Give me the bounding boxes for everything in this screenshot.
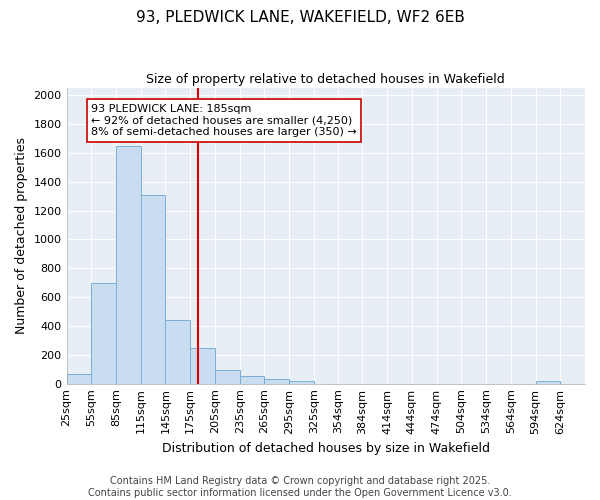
Bar	[536, 381, 560, 384]
Y-axis label: Number of detached properties: Number of detached properties	[15, 138, 28, 334]
Bar	[141, 195, 166, 384]
Bar	[166, 320, 190, 384]
Bar	[215, 370, 239, 384]
Text: Contains HM Land Registry data © Crown copyright and database right 2025.
Contai: Contains HM Land Registry data © Crown c…	[88, 476, 512, 498]
Bar	[116, 146, 141, 384]
Bar	[239, 376, 265, 384]
Text: 93, PLEDWICK LANE, WAKEFIELD, WF2 6EB: 93, PLEDWICK LANE, WAKEFIELD, WF2 6EB	[136, 10, 464, 25]
Bar	[67, 374, 91, 384]
Bar	[265, 380, 289, 384]
Title: Size of property relative to detached houses in Wakefield: Size of property relative to detached ho…	[146, 72, 505, 86]
Text: 93 PLEDWICK LANE: 185sqm
← 92% of detached houses are smaller (4,250)
8% of semi: 93 PLEDWICK LANE: 185sqm ← 92% of detach…	[91, 104, 357, 137]
Bar	[91, 282, 116, 384]
Bar	[289, 381, 314, 384]
X-axis label: Distribution of detached houses by size in Wakefield: Distribution of detached houses by size …	[162, 442, 490, 455]
Bar	[190, 348, 215, 384]
